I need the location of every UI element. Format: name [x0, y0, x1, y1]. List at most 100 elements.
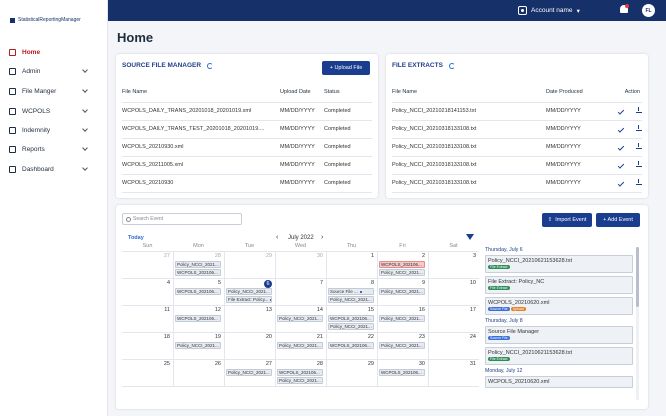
- table-row[interactable]: Policy_NCCI_20210318133108.txt MM/DD/YYYY: [392, 174, 642, 193]
- calendar-day[interactable]: 31: [428, 361, 476, 367]
- calendar-day[interactable]: 2: [377, 253, 425, 259]
- side-panel-event[interactable]: Policy_NCCI_20210621153628.txt File Extra…: [485, 255, 633, 273]
- calendar-event[interactable]: Policy_NCCI_2021...: [277, 377, 323, 384]
- refresh-icon[interactable]: [207, 62, 214, 69]
- calendar-event[interactable]: Policy_NCCI_2021...: [175, 261, 221, 268]
- calendar-day[interactable]: 7: [275, 280, 323, 286]
- bell-icon[interactable]: [620, 4, 629, 15]
- side-panel-event[interactable]: Policy_NCCI_20210621153628.txt File Extra…: [485, 347, 633, 365]
- calendar-event[interactable]: WCPOLS_202106...: [175, 269, 221, 276]
- chevron-down-icon[interactable]: [82, 107, 88, 113]
- sidebar-item-dashboard[interactable]: Dashboard: [0, 160, 107, 178]
- side-panel-event[interactable]: Source File Manager Source File: [485, 326, 633, 344]
- calendar-event[interactable]: WCPOLS_202106...: [328, 315, 374, 322]
- next-month-icon[interactable]: ›: [321, 234, 324, 241]
- calendar-day[interactable]: 18: [122, 334, 170, 340]
- calendar-event[interactable]: Policy_NCCI_2021...: [328, 296, 374, 303]
- calendar-day[interactable]: 28: [173, 253, 221, 259]
- calendar-day[interactable]: 27: [122, 253, 170, 259]
- table-row[interactable]: WCPOLS_20211005.xml MM/DD/YYYY Completed: [122, 156, 372, 175]
- calendar-day[interactable]: 1: [326, 253, 374, 259]
- calendar-day[interactable]: 16: [377, 307, 425, 313]
- table-row[interactable]: WCPOLS_DAILY_TRANS_20201018_20201019.xml…: [122, 102, 372, 121]
- avatar[interactable]: FL: [642, 4, 655, 17]
- calendar-day[interactable]: 10: [428, 280, 476, 286]
- calendar-day[interactable]: 3: [428, 253, 476, 259]
- calendar-day[interactable]: 12: [173, 307, 221, 313]
- sidebar-item-home[interactable]: Home: [0, 43, 107, 61]
- calendar-event[interactable]: WCPOLS_202106...: [175, 315, 221, 322]
- sidebar-item-admin[interactable]: Admin: [0, 62, 107, 80]
- calendar-event[interactable]: WCPOLS_202106...: [277, 369, 323, 376]
- calendar-event[interactable]: Policy_NCCI_2021...: [277, 315, 323, 322]
- download-icon[interactable]: [636, 143, 642, 149]
- table-row[interactable]: WCPOLS_20210930 MM/DD/YYYY Completed: [122, 174, 372, 193]
- download-icon[interactable]: [636, 107, 642, 113]
- side-panel-event[interactable]: WCPOLS_20210620.xml Source File Upload: [485, 297, 633, 315]
- scrollbar-thumb[interactable]: [636, 247, 639, 307]
- chevron-down-icon[interactable]: [82, 67, 88, 73]
- table-row[interactable]: WCPOLS_DAILY_TRANS_TEST_20201018_2020101…: [122, 120, 372, 139]
- check-icon[interactable]: [617, 108, 625, 115]
- prev-month-icon[interactable]: ‹: [276, 234, 279, 241]
- calendar-day[interactable]: 17: [428, 307, 476, 313]
- table-row[interactable]: Policy_NCCI_20210318133108.txt MM/DD/YYYY: [392, 156, 642, 175]
- account-menu[interactable]: Account name ▾: [518, 0, 580, 21]
- calendar-day[interactable]: 19: [173, 334, 221, 340]
- calendar-day[interactable]: 25: [122, 361, 170, 367]
- calendar-day[interactable]: 13: [224, 307, 272, 313]
- calendar-day[interactable]: 30: [275, 253, 323, 259]
- add-event-button[interactable]: + Add Event: [596, 213, 640, 227]
- calendar-day[interactable]: 14: [275, 307, 323, 313]
- sidebar-item-file-manger[interactable]: File Manger: [0, 82, 107, 100]
- calendar-day[interactable]: 28: [275, 361, 323, 367]
- calendar-day[interactable]: 20: [224, 334, 272, 340]
- side-panel-event[interactable]: File Extract: Policy_NC File Extract: [485, 276, 633, 294]
- sidebar-item-wcpols[interactable]: WCPOLS: [0, 102, 107, 120]
- side-panel-event[interactable]: WCPOLS_20210620.xml: [485, 376, 633, 388]
- calendar-event[interactable]: Policy_NCCI_2021...: [379, 288, 425, 295]
- scrollbar[interactable]: [636, 247, 639, 400]
- calendar-event[interactable]: Policy_NCCI_2021...: [379, 342, 425, 349]
- calendar-event[interactable]: Source File ...: [328, 288, 374, 295]
- table-row[interactable]: WCPOLS_20210930.xml MM/DD/YYYY Completed: [122, 138, 372, 157]
- download-icon[interactable]: [636, 125, 642, 131]
- calendar-day[interactable]: 4: [122, 280, 170, 286]
- calendar-day[interactable]: 15: [326, 307, 374, 313]
- calendar-day[interactable]: 27: [224, 361, 272, 367]
- table-row[interactable]: Policy_NCCI_20210318133108.txt MM/DD/YYYY: [392, 120, 642, 139]
- calendar-day[interactable]: 22: [326, 334, 374, 340]
- calendar-event[interactable]: Policy_NCCI_2021...: [379, 315, 425, 322]
- calendar-day[interactable]: 9: [377, 280, 425, 286]
- table-row[interactable]: Policy_NCCI_20210318133108.txt MM/DD/YYYY: [392, 138, 642, 157]
- calendar-event[interactable]: Policy_NCCI_2021...: [226, 288, 272, 295]
- chevron-down-icon[interactable]: [82, 126, 88, 132]
- check-icon[interactable]: [617, 126, 625, 133]
- filter-icon[interactable]: [466, 234, 474, 240]
- calendar-event[interactable]: Policy_NCCI_2021...: [328, 323, 374, 330]
- sidebar-item-indemnity[interactable]: Indemnity: [0, 121, 107, 139]
- calendar-event[interactable]: Policy_NCCI_2021...: [226, 369, 272, 376]
- calendar-event[interactable]: Policy_NCCI_2021...: [175, 342, 221, 349]
- brand-logo[interactable]: StatisticalReportingManager: [10, 17, 81, 23]
- calendar-day[interactable]: 24: [428, 334, 476, 340]
- download-icon[interactable]: [636, 161, 642, 167]
- calendar-day[interactable]: 5: [173, 280, 221, 286]
- search-input[interactable]: Search Event: [122, 213, 242, 225]
- calendar-event[interactable]: Policy_NCCI_2021...: [379, 269, 425, 276]
- calendar-event[interactable]: WCPOLS_202106...: [175, 288, 221, 295]
- calendar-day[interactable]: 21: [275, 334, 323, 340]
- calendar-event[interactable]: WCPOLS_202106...: [328, 342, 374, 349]
- chevron-down-icon[interactable]: [82, 87, 88, 93]
- calendar-event[interactable]: WCPOLS_202106...: [379, 261, 425, 268]
- chevron-down-icon[interactable]: [82, 165, 88, 171]
- table-row[interactable]: Policy_NCCI_20210218141153.txt MM/DD/YYYY: [392, 102, 642, 121]
- calendar-event[interactable]: WCPOLS_202106...: [379, 369, 425, 376]
- check-icon[interactable]: [617, 144, 625, 151]
- upload-file-button[interactable]: + Upload File: [322, 61, 370, 75]
- calendar-day[interactable]: 30: [377, 361, 425, 367]
- calendar-event[interactable]: Policy_NCCI_2021...: [277, 342, 323, 349]
- chevron-down-icon[interactable]: [82, 145, 88, 151]
- calendar-day[interactable]: 6: [224, 280, 272, 288]
- download-icon[interactable]: [636, 179, 642, 185]
